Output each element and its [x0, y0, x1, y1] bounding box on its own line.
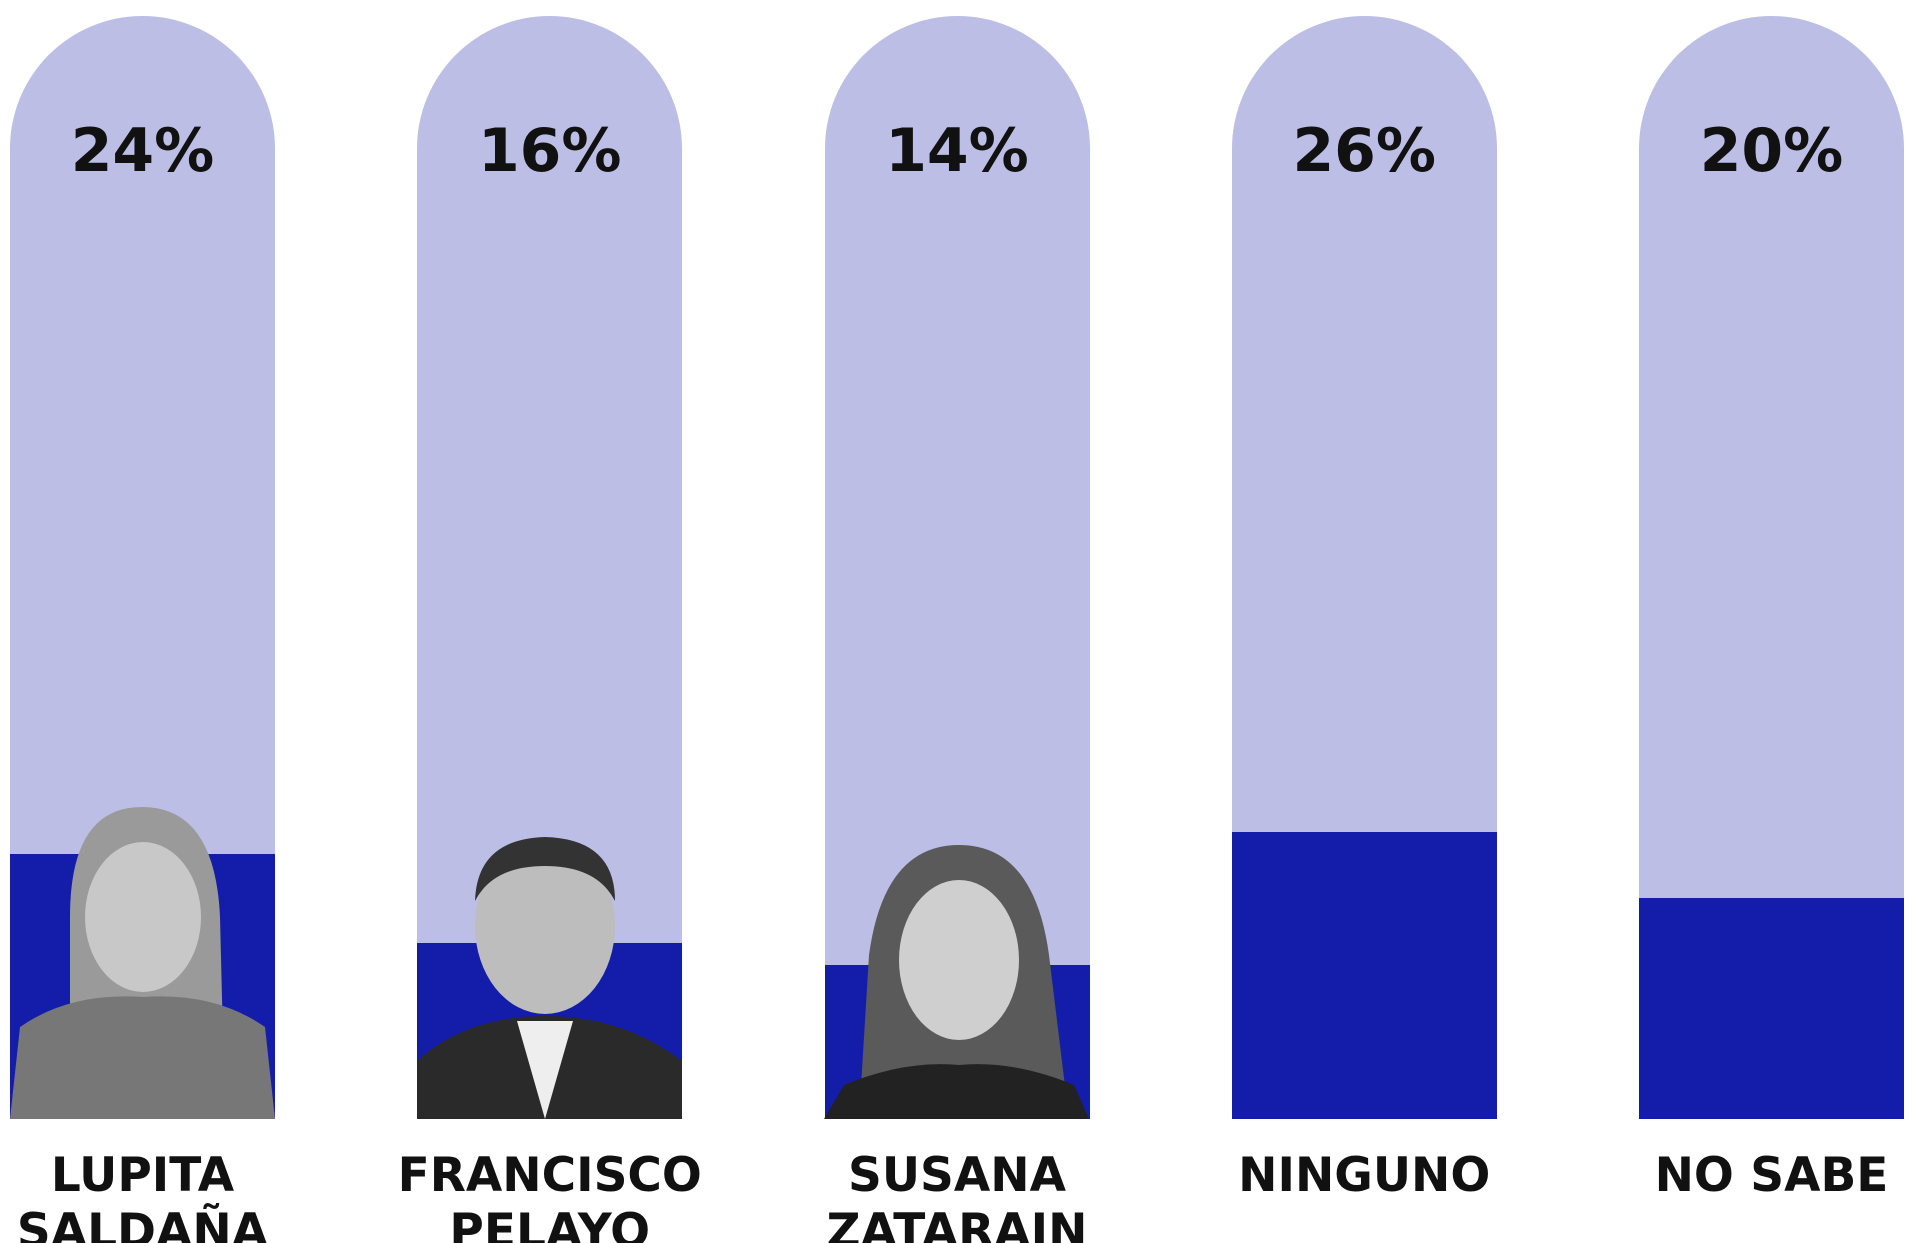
value-label: 20%: [1699, 116, 1844, 186]
value-label: 14%: [885, 116, 1029, 186]
x-tick-label: SUSANA ZATARAIN: [826, 1148, 1088, 1243]
bar-track: 26%: [1231, 16, 1497, 1119]
candidate-photo: [417, 837, 682, 1119]
x-tick-label: NINGUNO: [1238, 1148, 1491, 1203]
value-label: 16%: [477, 116, 622, 186]
bar: [1639, 898, 1904, 1119]
value-label: 26%: [1292, 116, 1437, 186]
x-tick-label: NO SABE: [1654, 1148, 1889, 1203]
value-label: 24%: [70, 116, 215, 186]
x-tick-label: LUPITA SALDAÑA: [16, 1148, 269, 1243]
candidate-photo: [10, 807, 275, 1119]
candidate-photo: [824, 845, 1089, 1119]
x-tick-label: FRANCISCO PELAYO: [397, 1148, 702, 1243]
bar: [1231, 832, 1497, 1119]
bar-track: 20%: [1639, 16, 1904, 1119]
